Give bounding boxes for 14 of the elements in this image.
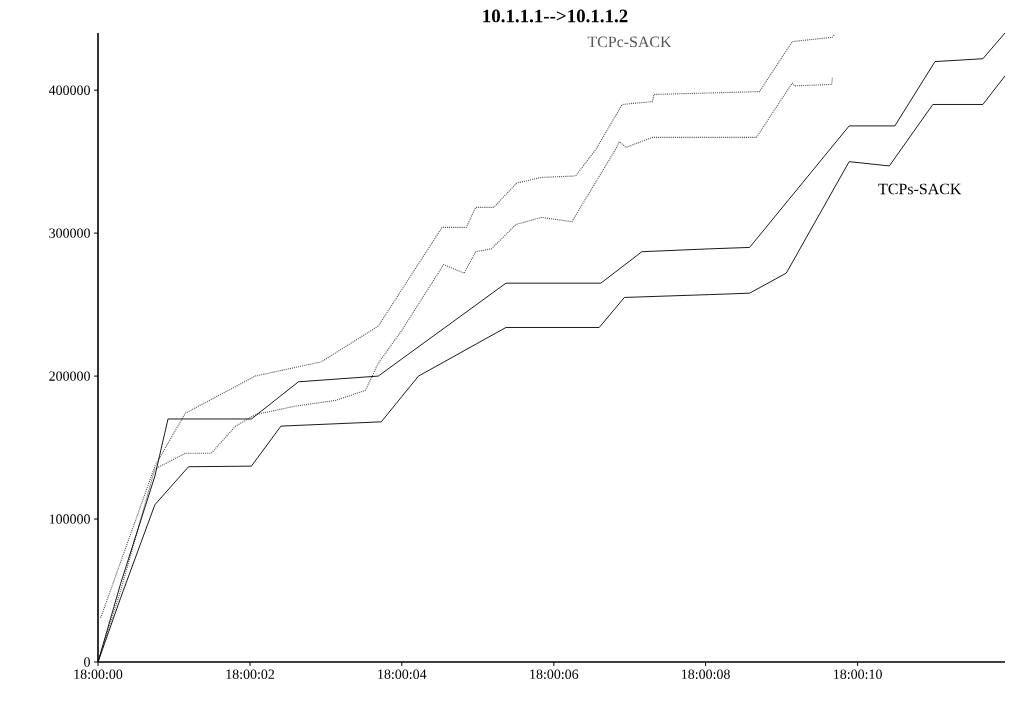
y-tick-label: 300000 <box>49 228 90 238</box>
x-tick-label: 18:00:08 <box>682 669 730 679</box>
x-tick-label: 18:00:10 <box>834 669 882 679</box>
y-tick-label: 0 <box>84 657 90 667</box>
x-tick-label: 18:00:04 <box>378 669 427 679</box>
y-tick-label: 200000 <box>49 371 90 381</box>
chart-title: 10.1.1.1-->10.1.1.2 <box>483 9 628 23</box>
y-tick-label: 400000 <box>48 85 90 95</box>
y-tick-label: 100000 <box>49 514 90 524</box>
text: TCPc-SACK <box>587 36 672 48</box>
x-tick-label: 18:00:06 <box>530 669 579 679</box>
x-tick-label: 18:00:00 <box>74 669 123 679</box>
x-tick-label: 18:00:02 <box>226 669 275 679</box>
series-label: TCPs-SACK <box>878 183 962 195</box>
